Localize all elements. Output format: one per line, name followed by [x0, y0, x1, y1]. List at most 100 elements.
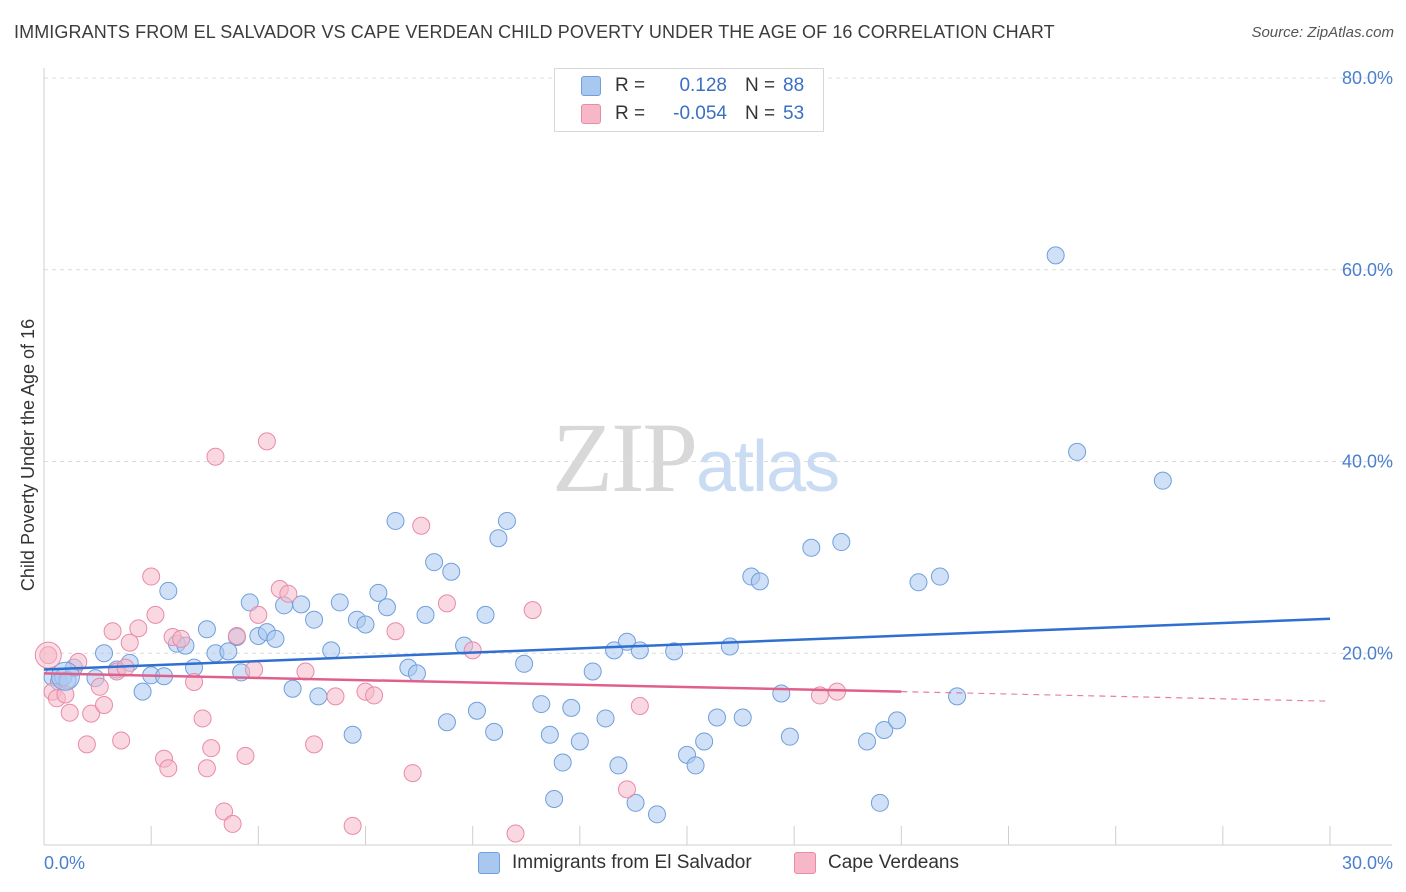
point-cape-verdean — [129, 619, 148, 638]
tick-labels: 20.0% 40.0% 60.0% 80.0% 0.0% 30.0% Child Pover… — [18, 68, 1393, 873]
point-cape-verdean — [142, 567, 161, 586]
x-tick-label: 0.0% — [44, 853, 85, 873]
point-el-salvador — [356, 615, 375, 634]
point-el-salvador — [708, 708, 727, 727]
correlation-legend: R = 0.128 N = 88 R = -0.054 N = 53 — [554, 68, 824, 132]
point-cape-verdean — [437, 594, 456, 613]
point-el-salvador — [596, 709, 615, 728]
point-el-salvador — [1153, 471, 1172, 490]
point-el-salvador — [545, 789, 564, 808]
point-cape-verdean-cluster — [34, 641, 62, 669]
point-el-salvador — [750, 572, 769, 591]
point-cape-verdean — [90, 677, 109, 696]
point-el-salvador — [570, 732, 589, 751]
trend-line-el-salvador — [43, 617, 1331, 671]
point-el-salvador — [720, 637, 739, 656]
point-el-salvador — [540, 725, 559, 744]
series-legend-cape-verdean: Cape Verdeans — [794, 852, 959, 874]
legend-row-el-salvador: R = 0.128 N = 88 — [581, 73, 804, 99]
point-cape-verdean — [463, 641, 482, 660]
series-label-cape-verdean: Cape Verdeans — [828, 852, 959, 873]
point-el-salvador — [489, 529, 508, 548]
point-el-salvador — [330, 593, 349, 612]
point-el-salvador — [858, 732, 877, 751]
legend-r-label: R = — [615, 103, 646, 124]
point-el-salvador — [583, 662, 602, 681]
point-el-salvador — [733, 708, 752, 727]
point-el-salvador — [686, 756, 705, 775]
point-el-salvador — [219, 642, 238, 661]
y-tick-label: 60.0% — [1342, 260, 1393, 280]
point-cape-verdean — [77, 735, 96, 754]
y-tick-label: 40.0% — [1342, 452, 1393, 472]
point-el-salvador — [309, 687, 328, 706]
legend-row-cape-verdean: R = -0.054 N = 53 — [581, 101, 804, 127]
point-el-salvador — [407, 664, 426, 683]
legend-swatch-cape-verdean — [581, 104, 601, 124]
point-cape-verdean — [193, 709, 212, 728]
point-el-salvador — [888, 711, 907, 730]
point-cape-verdean — [365, 686, 384, 705]
point-el-salvador — [1068, 442, 1087, 461]
point-el-salvador — [240, 593, 259, 612]
trend-lines — [43, 617, 1331, 702]
legend-r-value: -0.054 — [673, 103, 727, 124]
point-el-salvador — [485, 722, 504, 741]
point-el-salvador — [630, 641, 649, 660]
point-cape-verdean — [206, 447, 225, 466]
point-el-salvador — [497, 511, 516, 530]
point-cape-verdean — [249, 605, 268, 624]
point-el-salvador — [832, 533, 851, 552]
point-el-salvador — [930, 567, 949, 586]
point-cape-verdean — [60, 703, 79, 722]
point-cape-verdean — [227, 626, 246, 645]
point-el-salvador — [532, 695, 551, 714]
point-cape-verdean — [82, 704, 101, 723]
source-label: Source: ZipAtlas.com — [1251, 24, 1394, 41]
point-cape-verdean — [103, 622, 122, 641]
legend-n-label: N = — [745, 103, 776, 124]
legend-r-value: 0.128 — [679, 75, 727, 96]
series-swatch-el-salvador — [478, 852, 500, 874]
point-cape-verdean — [403, 764, 422, 783]
point-cape-verdean — [257, 432, 276, 451]
point-el-salvador — [609, 756, 628, 775]
point-el-salvador — [802, 538, 821, 557]
legend-swatch-el-salvador — [581, 76, 601, 96]
point-el-salvador — [283, 679, 302, 698]
point-el-salvador — [437, 713, 456, 732]
point-cape-verdean — [279, 584, 298, 603]
series-legend-el-salvador: Immigrants from El Salvador — [478, 852, 752, 874]
point-cape-verdean — [202, 739, 221, 758]
axes — [43, 68, 1392, 846]
point-el-salvador — [909, 573, 928, 592]
watermark-atlas: atlas — [696, 427, 840, 507]
point-el-salvador — [467, 701, 486, 720]
point-cape-verdean — [39, 646, 58, 665]
point-el-salvador — [665, 642, 684, 661]
chart-title: IMMIGRANTS FROM EL SALVADOR VS CAPE VERD… — [14, 22, 1055, 42]
point-el-salvador — [322, 641, 341, 660]
watermark: ZIPatlas — [552, 400, 840, 515]
point-cape-verdean — [215, 802, 234, 821]
point-el-salvador — [647, 805, 666, 824]
y-tick-label: 80.0% — [1342, 68, 1393, 88]
point-el-salvador — [772, 684, 791, 703]
point-cape-verdean — [197, 759, 216, 778]
point-cape-verdean — [326, 687, 345, 706]
point-cape-verdean — [159, 759, 178, 778]
point-cape-verdean — [236, 746, 255, 765]
point-el-salvador — [95, 644, 114, 663]
point-el-salvador — [695, 732, 714, 751]
point-el-salvador — [416, 605, 435, 624]
legend-r-label: R = — [615, 75, 646, 96]
point-el-salvador — [780, 727, 799, 746]
point-el-salvador — [875, 720, 894, 739]
point-cape-verdean — [506, 824, 525, 843]
point-el-salvador — [377, 598, 396, 617]
y-tick-label: 20.0% — [1342, 643, 1393, 663]
point-el-salvador — [425, 553, 444, 572]
point-el-salvador — [133, 682, 152, 701]
point-cape-verdean — [305, 735, 324, 754]
